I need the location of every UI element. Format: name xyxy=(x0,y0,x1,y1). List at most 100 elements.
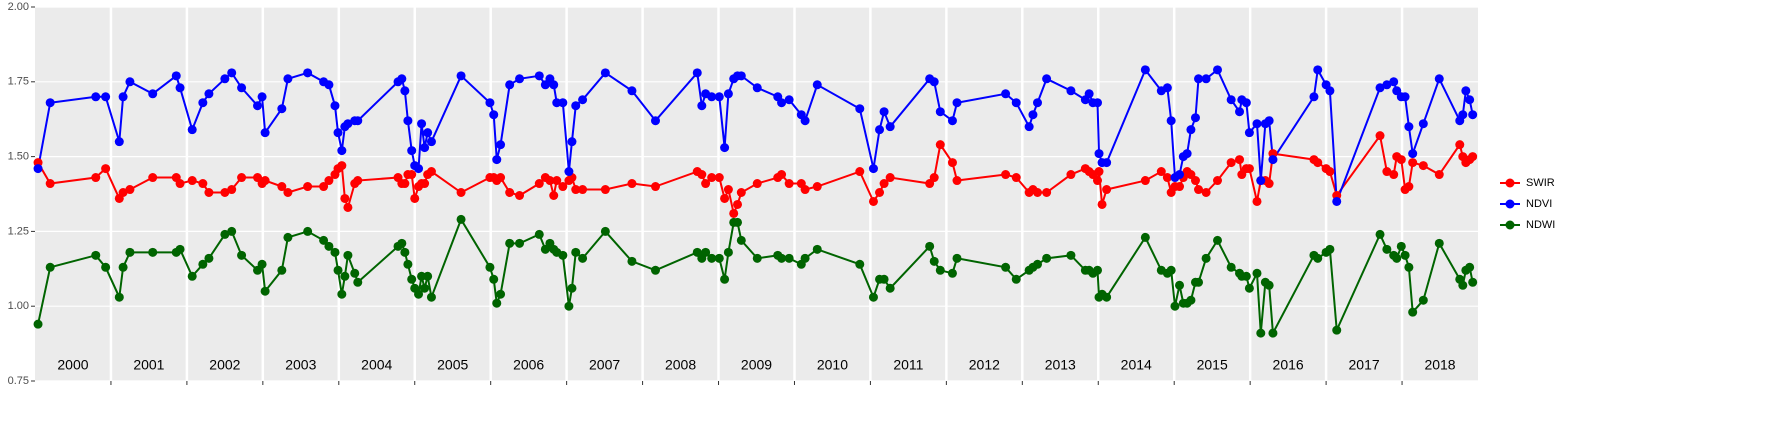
point xyxy=(33,164,43,174)
point xyxy=(1418,119,1428,129)
point xyxy=(1396,241,1406,251)
year-label: 2000 xyxy=(57,357,88,373)
point xyxy=(578,95,588,105)
point xyxy=(414,164,424,174)
point xyxy=(1264,116,1274,126)
point xyxy=(1194,74,1204,84)
point xyxy=(45,98,55,108)
point xyxy=(324,241,334,251)
point xyxy=(515,190,525,200)
point xyxy=(534,179,544,189)
point xyxy=(353,277,363,287)
point xyxy=(303,226,313,236)
legend-label: NDWI xyxy=(1526,219,1555,231)
point xyxy=(1396,155,1406,165)
point xyxy=(400,247,410,257)
point xyxy=(1140,232,1150,242)
point xyxy=(423,128,433,138)
point xyxy=(220,188,230,198)
point xyxy=(45,179,55,189)
point xyxy=(571,185,581,195)
point xyxy=(552,176,562,186)
point xyxy=(1001,262,1011,272)
point xyxy=(578,253,588,263)
point xyxy=(720,193,730,203)
point xyxy=(515,238,525,248)
point xyxy=(855,259,865,269)
point xyxy=(397,74,407,84)
point xyxy=(1166,116,1176,126)
point xyxy=(410,193,420,203)
point xyxy=(1024,122,1034,132)
point xyxy=(1093,98,1103,108)
point xyxy=(1186,295,1196,305)
point xyxy=(426,292,436,302)
point xyxy=(1093,176,1103,186)
point xyxy=(571,247,581,257)
point xyxy=(1241,98,1251,108)
point xyxy=(1465,95,1475,105)
point xyxy=(1309,92,1319,102)
point xyxy=(1325,244,1335,254)
point xyxy=(423,271,433,281)
y-tick-label: 1.25 xyxy=(8,225,29,237)
point xyxy=(353,176,363,186)
point xyxy=(777,170,787,180)
point xyxy=(952,176,962,186)
point xyxy=(929,256,939,266)
point xyxy=(1458,110,1468,120)
point xyxy=(707,173,717,183)
point xyxy=(496,140,506,150)
y-tick-label: 1.00 xyxy=(8,300,29,312)
point xyxy=(324,80,334,90)
point xyxy=(101,262,111,272)
point xyxy=(714,253,724,263)
year-label: 2001 xyxy=(133,357,164,373)
point xyxy=(1097,199,1107,209)
point xyxy=(237,173,247,183)
year-label: 2013 xyxy=(1045,357,1076,373)
point xyxy=(1313,158,1323,168)
point xyxy=(720,274,730,284)
point xyxy=(650,265,660,275)
point xyxy=(697,170,707,180)
point xyxy=(220,74,230,84)
point xyxy=(324,176,334,186)
point xyxy=(1408,158,1418,168)
point xyxy=(1084,89,1094,99)
point xyxy=(714,92,724,102)
point xyxy=(227,68,237,78)
point xyxy=(567,137,577,147)
point xyxy=(736,235,746,245)
point xyxy=(1182,149,1192,159)
point xyxy=(148,247,158,257)
point xyxy=(1235,155,1245,165)
point xyxy=(1235,107,1245,117)
point xyxy=(701,179,711,189)
point xyxy=(1033,98,1043,108)
point xyxy=(1175,170,1185,180)
point xyxy=(714,173,724,183)
point xyxy=(353,116,363,126)
point xyxy=(1213,176,1223,186)
year-label: 2009 xyxy=(741,357,772,373)
point xyxy=(414,289,424,299)
point xyxy=(1042,188,1052,198)
point xyxy=(175,179,185,189)
point xyxy=(1382,244,1392,254)
point xyxy=(1264,280,1274,290)
point xyxy=(227,185,237,195)
point xyxy=(1186,125,1196,135)
point xyxy=(204,253,214,263)
point xyxy=(187,125,197,135)
point xyxy=(114,292,124,302)
point xyxy=(650,182,660,192)
point xyxy=(855,104,865,114)
point xyxy=(198,259,208,269)
point xyxy=(1226,262,1236,272)
point xyxy=(752,253,762,263)
point xyxy=(45,262,55,272)
point xyxy=(417,119,427,129)
point xyxy=(875,125,885,135)
point xyxy=(1325,86,1335,96)
